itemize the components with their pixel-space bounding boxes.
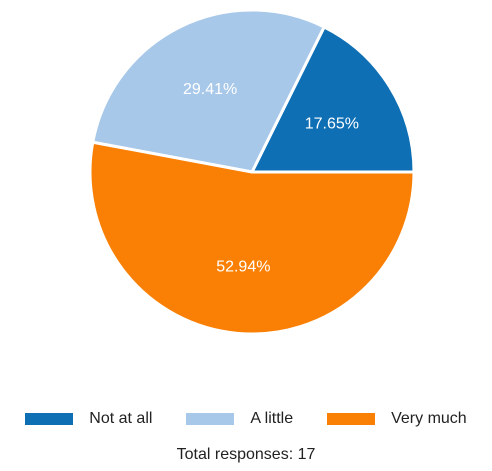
legend-label-not-at-all: Not at all xyxy=(89,410,153,427)
legend: Not at all A little Very much xyxy=(0,407,492,431)
slice-labels: 17.65% 29.41% 52.94% xyxy=(183,81,359,276)
pie-chart: 17.65% 29.41% 52.94% xyxy=(88,8,416,336)
slice-label-very-much: 52.94% xyxy=(216,259,270,276)
pie-slice-not-at-all xyxy=(250,25,416,174)
legend-label-a-little: A little xyxy=(250,410,294,427)
legend-swatch-very-much xyxy=(327,413,376,425)
pie-slice-a-little xyxy=(91,8,326,174)
slice-label-not-at-all: 17.65% xyxy=(305,116,359,133)
legend-swatch-a-little xyxy=(186,413,235,425)
pie-slices xyxy=(88,8,416,336)
legend-swatch-not-at-all xyxy=(25,413,74,425)
pie-slice-very-much xyxy=(88,140,416,336)
slice-label-a-little: 29.41% xyxy=(183,81,237,98)
total-responses: Total responses: 17 xyxy=(176,446,316,463)
legend-item-not-at-all: Not at all xyxy=(25,410,152,428)
legend-item-a-little: A little xyxy=(186,410,293,428)
legend-item-very-much: Very much xyxy=(327,410,467,428)
legend-label-very-much: Very much xyxy=(391,410,467,427)
